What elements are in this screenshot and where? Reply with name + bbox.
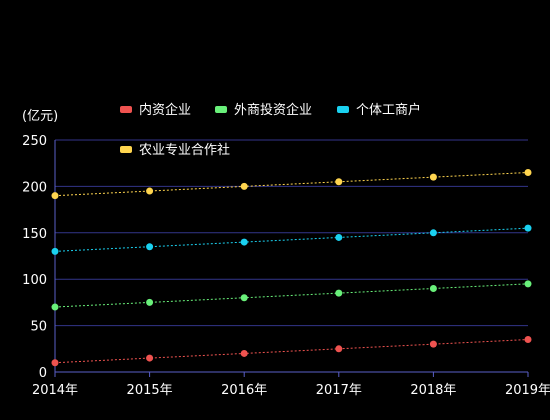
data-point[interactable] — [335, 233, 343, 241]
series-1 — [51, 280, 532, 311]
x-tick-label: 2014年 — [32, 383, 78, 398]
series-line — [54, 171, 529, 197]
series-2 — [51, 224, 532, 255]
data-point[interactable] — [524, 168, 532, 176]
legend-item[interactable]: 个体工商户 — [337, 102, 421, 118]
data-point[interactable] — [335, 178, 343, 186]
data-point[interactable] — [146, 243, 154, 251]
x-tick-label: 2019年 — [505, 383, 550, 398]
legend-item[interactable]: 农业专业合作社 — [120, 142, 230, 158]
data-point[interactable] — [51, 303, 59, 311]
data-point[interactable] — [335, 289, 343, 297]
series-line — [54, 283, 529, 308]
data-point[interactable] — [524, 280, 532, 288]
y-tick-label: 0 — [39, 366, 47, 381]
data-point[interactable] — [51, 359, 59, 367]
legend-label: 农业专业合作社 — [139, 142, 230, 158]
legend-swatch — [337, 106, 349, 113]
legend-swatch — [215, 106, 227, 113]
x-tick-label: 2016年 — [221, 383, 267, 398]
data-point[interactable] — [240, 294, 248, 302]
y-axis-unit-label: (亿元) — [22, 109, 58, 124]
y-tick-label: 250 — [22, 134, 47, 149]
series-line — [54, 227, 529, 252]
series-layer — [51, 168, 532, 367]
x-tick-label: 2015年 — [127, 383, 173, 398]
axes: 0 50 100 150 200 250 2014年 2015年 2016年 2017年 2018年… — [22, 134, 550, 398]
series-3 — [51, 168, 532, 200]
grid-lines — [55, 139, 528, 327]
data-point[interactable] — [524, 224, 532, 232]
y-tick-label: 100 — [22, 273, 47, 288]
data-point[interactable] — [429, 284, 437, 292]
legend-item[interactable]: 内资企业 — [120, 102, 191, 118]
series-line — [54, 339, 529, 364]
legend-label: 内资企业 — [139, 102, 191, 118]
y-tick-label: 200 — [22, 180, 47, 195]
data-point[interactable] — [146, 354, 154, 362]
legend-swatch — [120, 106, 132, 113]
legend-label: 个体工商户 — [356, 102, 421, 118]
y-tick-label: 50 — [30, 320, 47, 335]
data-point[interactable] — [51, 247, 59, 255]
y-tick-label: 150 — [22, 227, 47, 242]
data-point[interactable] — [429, 229, 437, 237]
data-point[interactable] — [240, 182, 248, 190]
data-point[interactable] — [240, 349, 248, 357]
data-point[interactable] — [240, 238, 248, 246]
data-point[interactable] — [146, 298, 154, 306]
legend-item[interactable]: 外商投资企业 — [215, 102, 312, 118]
data-point[interactable] — [429, 173, 437, 181]
data-point[interactable] — [524, 336, 532, 344]
series-0 — [51, 336, 532, 367]
data-point[interactable] — [335, 345, 343, 353]
legend-swatch — [120, 146, 132, 153]
x-tick-label: 2017年 — [316, 383, 362, 398]
legend-label: 外商投资企业 — [234, 102, 312, 118]
x-tick-label: 2018年 — [410, 383, 456, 398]
data-point[interactable] — [429, 340, 437, 348]
data-point[interactable] — [51, 192, 59, 200]
data-point[interactable] — [146, 187, 154, 195]
